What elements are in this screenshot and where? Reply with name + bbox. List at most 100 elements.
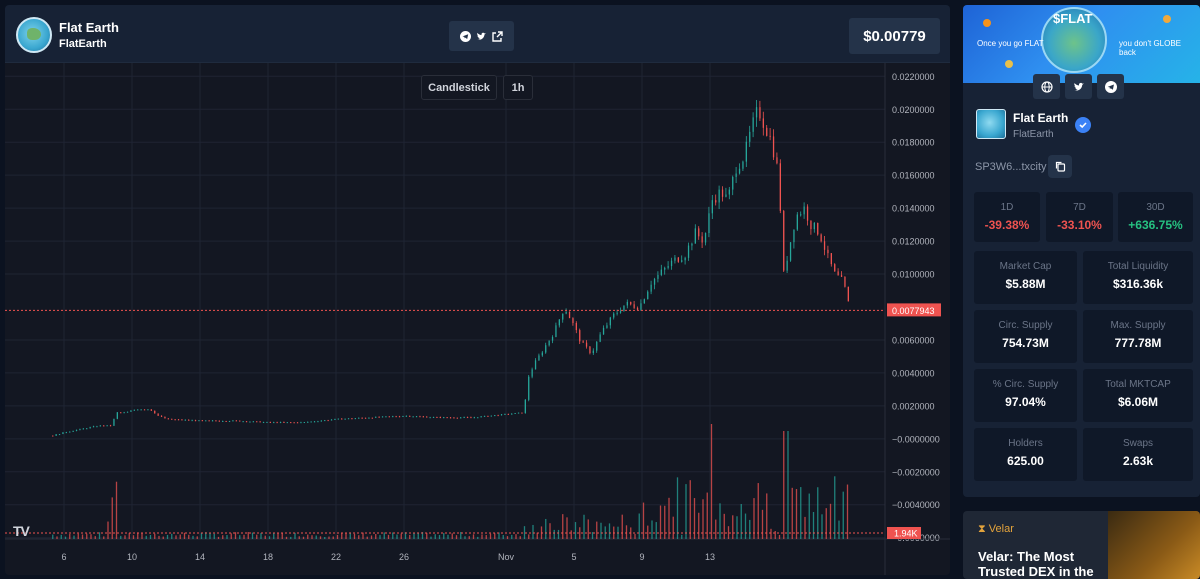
candle-body <box>184 419 186 421</box>
banner-title: $FLAT <box>1053 11 1093 26</box>
volume-bar <box>519 536 521 539</box>
promo-card[interactable]: ⧗ Velar Velar: The Most Trusted DEX in t… <box>963 511 1200 579</box>
volume-bar <box>783 431 785 539</box>
volume-bar <box>417 532 419 539</box>
candle-body <box>596 341 598 351</box>
candle-body <box>837 271 839 276</box>
telegram-button[interactable] <box>1097 74 1124 99</box>
candle-body <box>392 416 394 418</box>
candle-body <box>480 416 482 418</box>
volume-bar <box>727 526 730 539</box>
candle-body <box>759 107 761 119</box>
volume-bar <box>736 516 738 539</box>
volume-bar <box>107 521 109 539</box>
candle-body <box>279 421 282 423</box>
volume-bar <box>621 514 623 539</box>
token-header: Flat Earth FlatEarth $0.00779 <box>5 5 950 63</box>
volume-bar <box>285 536 288 539</box>
candle-body <box>439 417 441 419</box>
candle-body <box>62 432 64 435</box>
candle-body <box>211 420 214 422</box>
candle-body <box>419 416 421 418</box>
candle-body <box>194 420 197 422</box>
candle-body <box>507 413 509 415</box>
stat-value: 625.00 <box>1007 454 1044 468</box>
volume-bar <box>464 536 466 539</box>
volume-bar <box>485 535 487 539</box>
change-card-7d: 7D -33.10% <box>1046 192 1113 242</box>
volume-bar <box>532 524 534 539</box>
volume-bar <box>128 533 130 539</box>
volume-bar <box>659 505 662 539</box>
price-chart[interactable]: 0.0220000 0.0200000 0.0180000 0.0160000 0.01… <box>5 63 950 575</box>
external-link-icon[interactable] <box>492 30 503 42</box>
candle-body <box>701 236 703 243</box>
chart-canvas[interactable]: 0.0220000 0.0200000 0.0180000 0.0160000 0.01… <box>5 63 950 575</box>
website-button[interactable] <box>1033 74 1060 99</box>
candle-body <box>147 409 149 411</box>
candle-body <box>171 418 173 420</box>
candle-body <box>674 257 676 261</box>
candle-body <box>99 425 101 427</box>
candle-body <box>636 307 639 310</box>
candle-body <box>766 127 768 136</box>
sidebar-token-ticker: FlatEarth <box>1013 129 1054 140</box>
volume-label-bg <box>887 527 921 539</box>
copy-address-button[interactable] <box>1048 155 1072 178</box>
tradingview-logo[interactable]: TV <box>13 523 30 539</box>
y-tick-label: 0.0220000 <box>892 72 935 82</box>
interval-button[interactable]: 1h <box>503 75 533 100</box>
candle-body <box>402 415 404 417</box>
volume-bar <box>404 532 407 539</box>
candle-body <box>378 416 380 418</box>
twitter-icon[interactable] <box>476 31 487 42</box>
volume-label: 1.94K <box>894 529 918 539</box>
volume-bar <box>94 536 96 539</box>
y-tick-label: −0.0020000 <box>892 467 940 477</box>
telegram-icon[interactable] <box>460 30 471 42</box>
candle-body <box>273 422 275 424</box>
volume-bar <box>149 534 152 539</box>
candle-body <box>827 249 829 254</box>
volume-bar <box>115 481 118 539</box>
volume-bar <box>234 532 237 539</box>
candle-body <box>116 412 118 419</box>
chart-type-button[interactable]: Candlestick <box>421 75 497 100</box>
volume-bar <box>664 505 666 539</box>
change-label: 1D <box>1000 202 1014 213</box>
volume-bar <box>60 534 62 539</box>
volume-bar <box>570 530 572 539</box>
stat-value: 777.78M <box>1114 336 1162 350</box>
volume-bar <box>366 536 368 539</box>
candle-body <box>599 334 601 342</box>
volume-bar <box>332 536 334 539</box>
stat-card-holders: Holders 625.00 <box>974 428 1077 481</box>
candle-body <box>711 200 713 214</box>
candle-body <box>803 206 805 215</box>
volume-bar <box>430 536 432 539</box>
candle-body <box>531 369 533 377</box>
volume-bar <box>477 536 479 539</box>
rocket-icon <box>1163 15 1171 23</box>
volume-bar <box>506 536 509 539</box>
y-tick-label: 0.0180000 <box>892 138 935 148</box>
candle-body <box>660 269 662 275</box>
candle-body <box>800 214 802 216</box>
candle-body <box>477 417 479 419</box>
candle-body <box>276 422 278 424</box>
candle-body <box>606 325 608 328</box>
y-tick-label: 0.0040000 <box>892 368 935 378</box>
candle-body <box>375 416 377 418</box>
twitter-button[interactable] <box>1065 74 1092 99</box>
candle-body <box>551 337 554 341</box>
volume-bar <box>56 536 58 539</box>
volume-bar <box>689 480 691 539</box>
candle-body <box>647 291 649 300</box>
change-value: +636.75% <box>1128 218 1183 232</box>
volume-bar <box>81 534 84 539</box>
volume-bar <box>710 424 713 539</box>
candle-body <box>694 228 696 244</box>
volume-bar <box>502 535 504 539</box>
stat-value: 754.73M <box>1002 336 1049 350</box>
candle-body <box>687 245 690 258</box>
